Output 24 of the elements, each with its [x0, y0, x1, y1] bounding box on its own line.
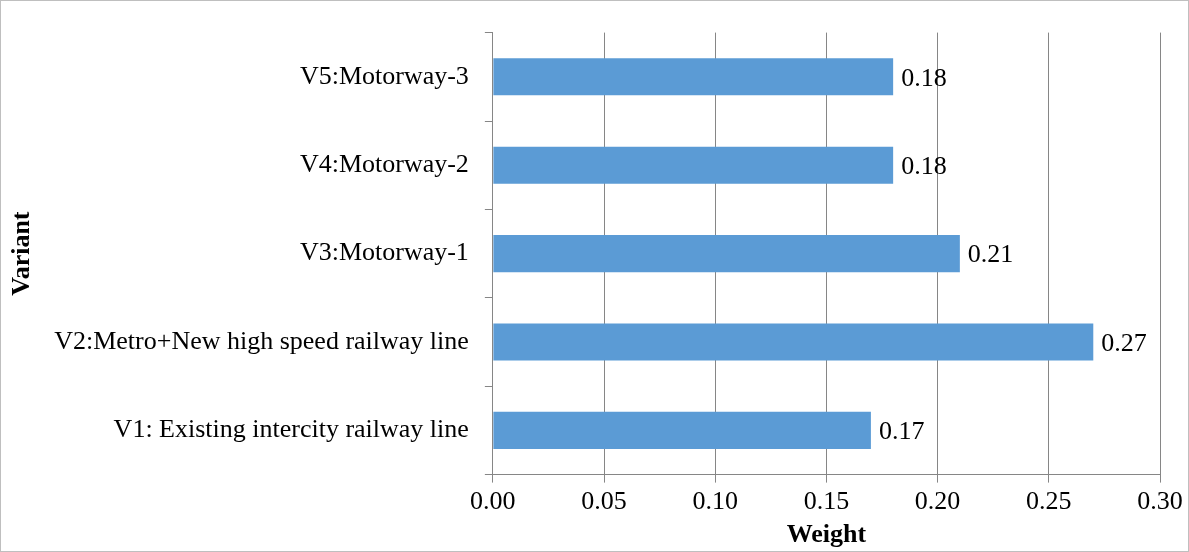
x-tick-label: 0.25 [1026, 486, 1072, 516]
data-label: 0.17 [878, 416, 925, 446]
y-tick-label: V5:Motorway-3 [299, 60, 469, 90]
x-tick-label: 0.10 [692, 486, 738, 516]
bar [493, 235, 960, 273]
x-tick-label: 0.20 [914, 486, 961, 516]
data-label: 0.27 [1101, 327, 1147, 357]
x-tick-label: 0.30 [1137, 486, 1183, 516]
data-label: 0.21 [967, 239, 1014, 269]
bar [493, 58, 894, 96]
bar [493, 411, 871, 449]
bar [493, 323, 1094, 361]
x-axis-title: Weight [786, 519, 867, 549]
y-tick-label: V4:Motorway-2 [299, 149, 469, 179]
y-tick-label: V1: Existing intercity railway line [113, 414, 469, 444]
bar [493, 146, 894, 184]
y-tick-label: V3:Motorway-1 [299, 237, 469, 267]
data-label: 0.18 [901, 151, 947, 181]
y-tick-label: V2:Metro+New high speed railway line [54, 325, 469, 355]
x-tick-label: 0.00 [470, 486, 516, 516]
x-tick-label: 0.05 [581, 486, 627, 516]
data-label: 0.18 [901, 62, 947, 92]
y-axis-title: Variant [6, 211, 36, 296]
x-tick-label: 0.15 [803, 486, 850, 516]
